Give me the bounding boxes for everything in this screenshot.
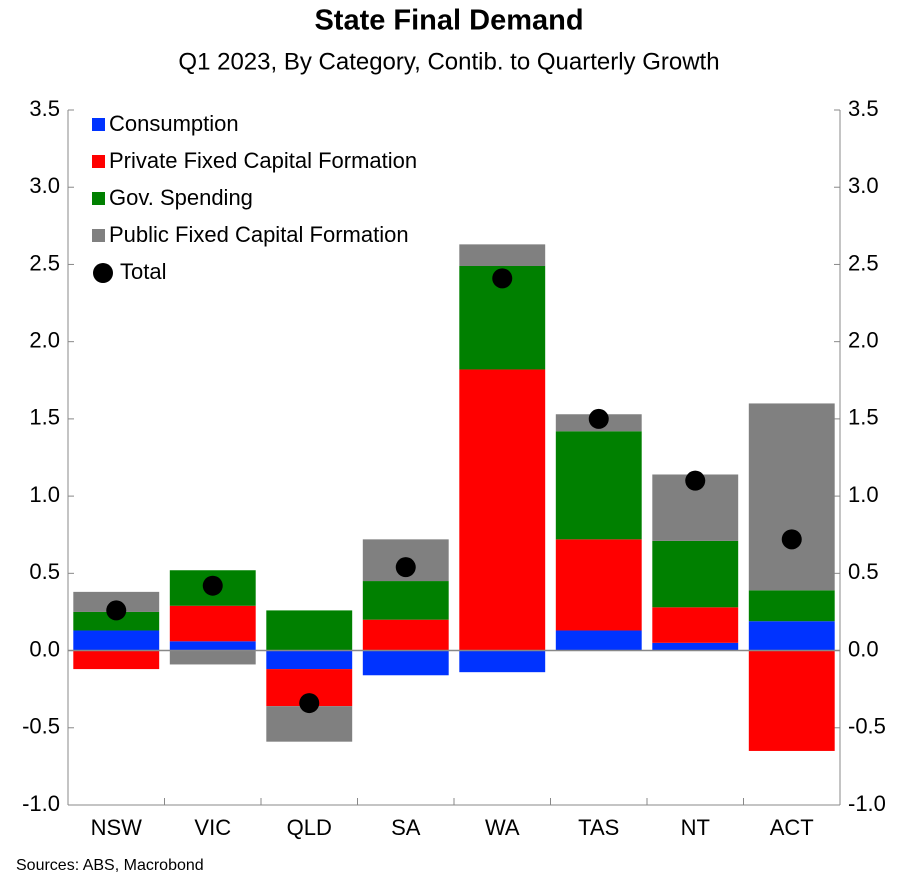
bar-segment [169, 605, 256, 642]
x-tick-label: NT [681, 815, 710, 840]
bar-segment [748, 403, 835, 591]
legend-label: Public Fixed Capital Formation [109, 222, 409, 247]
y-tick-label: 1.0 [29, 482, 60, 507]
legend-swatch [92, 192, 105, 205]
y-tick-label: -1.0 [848, 791, 886, 816]
y-tick-label: -0.5 [848, 714, 886, 739]
bar-segment [362, 581, 449, 620]
total-marker [781, 529, 802, 550]
y-tick-label: 3.5 [29, 96, 60, 121]
legend-swatch [93, 263, 113, 283]
bar-segment [748, 590, 835, 622]
y-tick-label: 1.0 [848, 482, 879, 507]
source-note: Sources: ABS, Macrobond [16, 857, 204, 874]
y-tick-label: 3.0 [29, 173, 60, 198]
x-tick-label: QLD [287, 815, 332, 840]
legend-label: Gov. Spending [109, 185, 253, 210]
y-tick-label: 1.5 [848, 405, 879, 430]
total-marker [395, 557, 416, 578]
bar-segment [748, 650, 835, 751]
bar-segment [652, 607, 739, 643]
bar-segment [73, 611, 160, 631]
y-tick-label: -1.0 [22, 791, 60, 816]
y-tick-label: 0.0 [29, 636, 60, 661]
y-tick-label: 2.5 [29, 250, 60, 275]
bar-segment [555, 539, 642, 631]
bar-segment [459, 244, 546, 266]
y-tick-label: 3.5 [848, 96, 879, 121]
total-marker [588, 408, 609, 429]
bar-segment [169, 641, 256, 651]
y-tick-label: 0.5 [848, 559, 879, 584]
y-tick-label: 0.0 [848, 636, 879, 661]
total-marker [685, 470, 706, 491]
bar-segment [362, 619, 449, 651]
legend-swatch [92, 155, 105, 168]
bar-segment [555, 630, 642, 651]
bar-segment [169, 650, 256, 665]
legend-swatch [92, 229, 105, 242]
chart-title: State Final Demand [314, 5, 583, 37]
bar-segment [652, 642, 739, 651]
bar-segment [652, 540, 739, 608]
legend-swatch [92, 118, 105, 131]
bar-segment [73, 630, 160, 651]
x-tick-label: VIC [194, 815, 231, 840]
chart-subtitle: Q1 2023, By Category, Contib. to Quarter… [178, 48, 719, 75]
x-tick-label: SA [391, 815, 421, 840]
y-tick-label: 3.0 [848, 173, 879, 198]
bar-segment [555, 431, 642, 540]
total-marker [492, 268, 513, 289]
bar-segment [266, 610, 353, 651]
bar-segment [748, 621, 835, 651]
bar-segment [362, 650, 449, 676]
legend-label: Total [120, 259, 166, 284]
total-marker [299, 693, 320, 714]
bar-segment [266, 650, 353, 670]
bar-segment [459, 650, 546, 673]
legend-label: Private Fixed Capital Formation [109, 148, 417, 173]
legend-label: Consumption [109, 111, 239, 136]
y-tick-label: 2.0 [29, 327, 60, 352]
y-tick-label: 2.0 [848, 327, 879, 352]
total-marker [202, 575, 223, 596]
x-tick-label: WA [485, 815, 520, 840]
bar-segment [459, 369, 546, 651]
y-tick-label: -0.5 [22, 714, 60, 739]
y-tick-label: 0.5 [29, 559, 60, 584]
x-tick-label: TAS [578, 815, 619, 840]
bar-segment [73, 650, 160, 670]
x-tick-label: NSW [91, 815, 143, 840]
total-marker [106, 600, 127, 621]
y-tick-label: 1.5 [29, 405, 60, 430]
y-tick-label: 2.5 [848, 250, 879, 275]
x-tick-label: ACT [770, 815, 814, 840]
